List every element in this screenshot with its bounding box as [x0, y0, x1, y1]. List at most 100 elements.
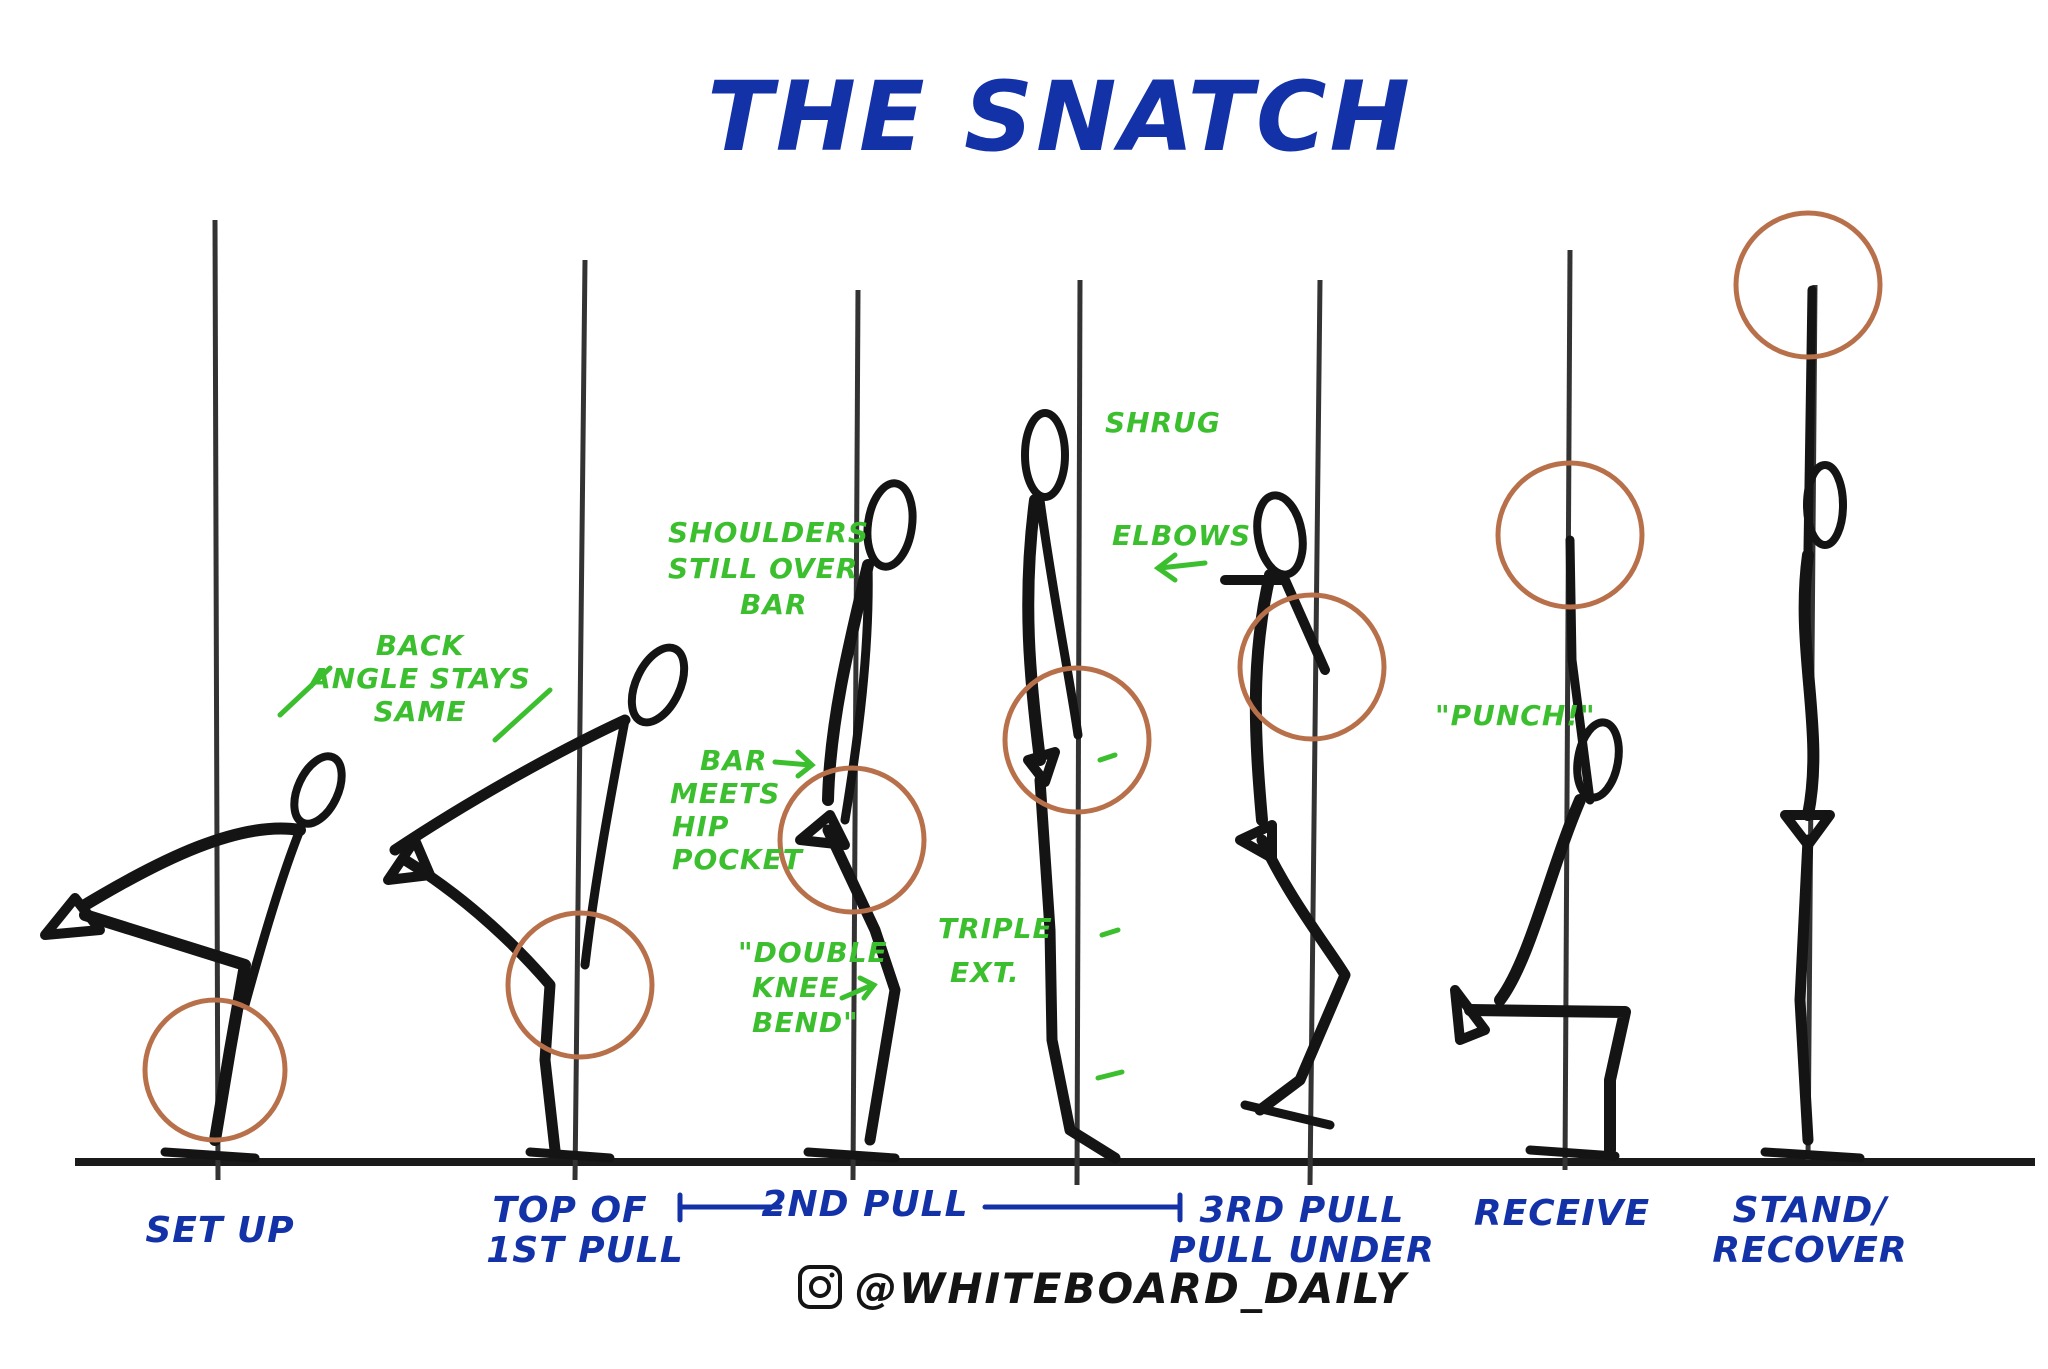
figure-arm — [1803, 285, 1817, 555]
figure-hip — [1450, 985, 1490, 1045]
figure-foot — [1760, 1147, 1865, 1163]
figure-recover — [1760, 285, 1865, 1163]
figure-hip — [1780, 810, 1835, 850]
figure-torso — [79, 822, 306, 911]
tick-mark — [1097, 752, 1118, 763]
figure-foot — [1240, 1100, 1335, 1130]
figure-torso — [1494, 794, 1586, 1006]
bar-ring-recover — [1733, 210, 1883, 360]
figure-foot — [525, 1147, 615, 1163]
tick-mark — [1099, 927, 1121, 938]
phase-label-first-pull: 1ST PULL — [486, 1230, 684, 1271]
bar-path-line-setup — [212, 219, 221, 1181]
elbows-note: ELBOWS — [1112, 519, 1251, 583]
note-line: SHOULDERS — [668, 516, 869, 549]
figure-leg — [1464, 1004, 1631, 1156]
figure-leg — [1254, 834, 1351, 1116]
slash-mark — [492, 687, 553, 743]
bar-ring-setup — [142, 997, 288, 1143]
figure-leg — [1794, 834, 1814, 1146]
figure-foot — [803, 1147, 900, 1163]
page-title: THE SNATCH — [707, 61, 1413, 173]
note-line: HIP — [672, 810, 729, 843]
figure-first-pull — [383, 643, 689, 1163]
double-knee-bend-note: "DOUBLE KNEE BEND" — [738, 936, 888, 1039]
extension-tick-marks — [1095, 752, 1125, 1081]
phase-label-first-pull: TOP OF — [492, 1190, 647, 1231]
figure-hip — [40, 893, 105, 940]
figure-torso — [389, 714, 631, 856]
bar-ring-first-pull — [505, 910, 655, 1060]
note-line: BACK — [376, 629, 466, 662]
note-line: BAR — [700, 744, 768, 777]
figure-foot — [160, 1147, 260, 1163]
arrow-icon — [839, 975, 878, 1001]
figure-leg — [1034, 774, 1121, 1164]
note-line: KNEE — [752, 971, 839, 1004]
bracket-left — [677, 1192, 783, 1223]
figure-head — [863, 479, 917, 571]
note-line: MEETS — [670, 777, 780, 810]
bar-meets-hip-pocket-note: BAR MEETS HIP POCKET — [670, 744, 816, 876]
figure-torso — [1798, 549, 1820, 821]
figure-receive — [1450, 535, 1631, 1161]
figure-hip — [795, 810, 850, 850]
figure-leg — [79, 909, 251, 1146]
phase-label-pull-under: 3RD PULL — [1200, 1190, 1405, 1231]
shoulders-note: SHOULDERS STILL OVER BAR — [668, 516, 869, 621]
figure-hip — [383, 835, 435, 885]
footer: @WHITEBOARD_DAILY — [798, 1264, 1409, 1313]
slash-mark — [277, 665, 333, 718]
figure-head — [1021, 409, 1069, 501]
note-line: POCKET — [672, 843, 804, 876]
tick-mark — [1095, 1069, 1125, 1081]
bar-ring-triple-ext — [1002, 665, 1152, 815]
figure-head — [627, 643, 689, 727]
phase-label-recover: STAND/ — [1733, 1190, 1890, 1231]
back-angle-note: BACK ANGLE STAYS SAME — [277, 629, 553, 743]
triple-ext-note: TRIPLE EXT. — [938, 912, 1053, 989]
note-line: EXT. — [950, 956, 1020, 989]
instagram-icon — [798, 1265, 842, 1309]
phase-label-receive: RECEIVE — [1474, 1193, 1650, 1234]
bar-ring-second-pull — [777, 765, 927, 915]
bar-ring-receive — [1495, 460, 1645, 610]
note-line: "DOUBLE — [738, 936, 888, 969]
bracket-right — [982, 1192, 1183, 1223]
figure-setup — [40, 752, 346, 1163]
figure-arm — [240, 825, 305, 1010]
arrow-left-icon — [1153, 552, 1208, 583]
phase-label-recover: RECOVER — [1712, 1230, 1907, 1271]
figure-torso — [1249, 569, 1276, 826]
figure-head — [290, 752, 346, 828]
note-line: SAME — [374, 695, 467, 728]
shrug-note: SHRUG — [1105, 406, 1221, 439]
figure-leg — [399, 854, 561, 1156]
figure-leg — [822, 824, 901, 1146]
figure-arm — [580, 715, 630, 970]
figure-foot — [1525, 1145, 1620, 1161]
figure-arm — [1565, 535, 1595, 805]
figure-arm — [1220, 575, 1330, 675]
arrow-icon — [772, 749, 816, 779]
note-line: BAR — [740, 588, 808, 621]
note-line: BEND" — [752, 1006, 859, 1039]
figure-triple-ext — [1021, 409, 1121, 1164]
handle-text: @WHITEBOARD_DAILY — [855, 1264, 1409, 1313]
bar-ring-pull-under — [1237, 592, 1387, 742]
note-line: ANGLE STAYS — [307, 662, 531, 695]
figure-pull-under — [1220, 491, 1351, 1130]
bar-path-line-pull-under — [1307, 279, 1323, 1186]
figure-torso — [1022, 494, 1046, 766]
note-line: TRIPLE — [938, 912, 1053, 945]
figure-hip — [1023, 747, 1060, 787]
phase-label-pull-under: PULL UNDER — [1169, 1230, 1435, 1271]
note-line: ELBOWS — [1112, 519, 1251, 552]
note-line: STILL OVER — [668, 552, 858, 585]
figure-hip — [1235, 820, 1277, 863]
figure-arm — [1035, 495, 1083, 740]
phase-labels: SET UP TOP OF 1ST PULL 2ND PULL 3RD PULL… — [145, 1184, 1907, 1271]
phase-label-setup: SET UP — [145, 1210, 294, 1251]
punch-note: "PUNCH!" — [1435, 699, 1596, 732]
